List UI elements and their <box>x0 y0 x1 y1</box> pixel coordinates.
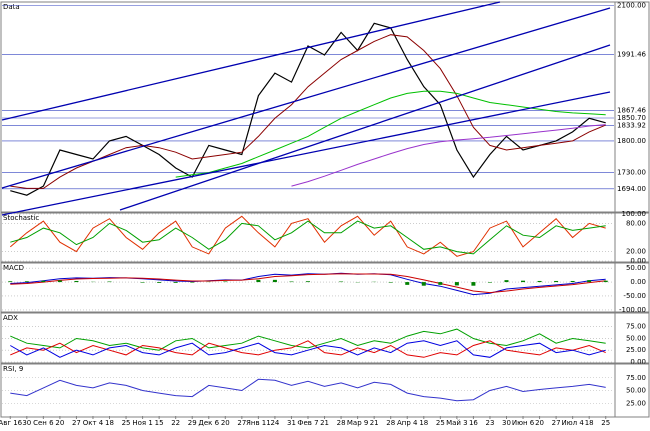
x-tick-label: 18 <box>105 419 114 427</box>
histogram-bar <box>488 282 492 283</box>
x-tick-label: Янв 11 <box>246 419 271 427</box>
histogram-bar <box>58 280 62 282</box>
histogram-bar <box>223 282 227 283</box>
x-tick-label: 27 <box>237 419 246 427</box>
y-tick-label: 20.00 <box>626 248 646 256</box>
histogram-bar <box>41 281 45 282</box>
x-tick-label: 20 <box>55 419 64 427</box>
y-tick-label: 1730.00 <box>617 169 646 177</box>
x-tick-label: 31 <box>287 419 296 427</box>
y-tick-label: 50.00 <box>626 264 646 272</box>
histogram-bar <box>405 282 409 285</box>
histogram-bar <box>389 282 393 283</box>
y-tick-label: 25.00 <box>626 346 646 354</box>
x-tick-label: 30 <box>502 419 511 427</box>
histogram-bar <box>157 282 161 283</box>
histogram-bar <box>538 281 542 282</box>
x-tick-label: Мар 9 <box>347 419 368 427</box>
histogram-bar <box>571 281 575 282</box>
x-tick-label: 21 <box>370 419 379 427</box>
x-tick-label: 27 <box>552 419 561 427</box>
x-tick-label: 25 <box>601 419 610 427</box>
panel-frame <box>1 313 649 363</box>
x-tick-label: Май 3 <box>446 419 468 427</box>
x-tick-label: 29 <box>188 419 197 427</box>
histogram-bar <box>174 282 178 283</box>
panel-frame <box>1 263 649 312</box>
y-tick-label: 75.00 <box>626 374 646 382</box>
histogram-bar <box>74 281 78 282</box>
x-tick-label: Фев 7 <box>297 419 318 427</box>
y-tick-label: 1991.46 <box>617 50 646 58</box>
histogram-bar <box>438 282 442 285</box>
histogram-bar <box>521 281 525 282</box>
histogram-bar <box>289 282 293 283</box>
panel-title: ADX <box>3 314 18 322</box>
histogram-bar <box>587 280 591 282</box>
y-tick-label: 75.00 <box>626 323 646 331</box>
panel-frame <box>1 213 649 262</box>
y-tick-label: 2100.00 <box>617 1 646 9</box>
x-tick-label: 25 <box>122 419 131 427</box>
y-tick-label: 1800.00 <box>617 137 646 145</box>
y-tick-label: 50.00 <box>626 387 646 395</box>
histogram-bar <box>471 282 475 286</box>
histogram-bar <box>273 280 277 282</box>
histogram-bar <box>190 282 194 283</box>
y-tick-label: 0.00 <box>630 278 646 286</box>
y-tick-label: 1694.00 <box>617 185 646 193</box>
x-tick-label: Дек 6 <box>198 419 219 427</box>
x-tick-label: 28 <box>337 419 346 427</box>
panel-title: Data <box>3 3 20 11</box>
histogram-bar <box>306 281 310 282</box>
x-tick-label: Окт 4 <box>83 419 104 427</box>
histogram-bar <box>141 282 145 283</box>
panel-frame <box>1 2 649 212</box>
histogram-bar <box>339 282 343 283</box>
x-tick-label: 25 <box>436 419 445 427</box>
x-tick-label: 18 <box>419 419 428 427</box>
histogram-bar <box>422 282 426 286</box>
x-tick-label: 20 <box>535 419 544 427</box>
panel-title: Stochastic <box>3 214 39 222</box>
x-tick-label: Апр 4 <box>397 419 418 427</box>
x-tick-label: Июн 6 <box>512 419 535 427</box>
x-tick-label: 24 <box>270 419 279 427</box>
x-tick-label: Сен 6 <box>33 419 54 427</box>
y-tick-label: 100.00 <box>622 210 647 218</box>
x-tick-label: 28 <box>386 419 395 427</box>
y-tick-label: 1833.92 <box>617 122 646 130</box>
x-tick-label: 16 <box>469 419 478 427</box>
x-tick-label: 27 <box>72 419 81 427</box>
histogram-bar <box>256 280 260 282</box>
histogram-bar <box>455 282 459 285</box>
histogram-bar <box>108 282 112 283</box>
y-tick-label: 80.00 <box>626 219 646 227</box>
x-tick-label: Ноя 1 <box>132 419 152 427</box>
histogram-bar <box>504 280 508 282</box>
histogram-bar <box>554 281 558 282</box>
y-tick-label: -50.00 <box>623 292 646 300</box>
y-tick-label: 50.00 <box>626 334 646 342</box>
x-tick-label: 22 <box>171 419 180 427</box>
panel-title: RSI, 9 <box>3 365 23 373</box>
x-tick-label: 23 <box>485 419 494 427</box>
histogram-bar <box>8 281 12 282</box>
histogram-bar <box>25 281 29 282</box>
histogram-bar <box>604 281 608 282</box>
x-tick-label: Июл 4 <box>562 419 585 427</box>
x-tick-label: 15 <box>155 419 164 427</box>
y-tick-label: 25.00 <box>626 399 646 407</box>
x-tick-label: 20 <box>221 419 230 427</box>
x-tick-label: Авг 16 <box>0 419 23 427</box>
x-tick-label: 30 <box>22 419 31 427</box>
x-tick-label: 21 <box>320 419 329 427</box>
x-tick-label: 18 <box>585 419 594 427</box>
